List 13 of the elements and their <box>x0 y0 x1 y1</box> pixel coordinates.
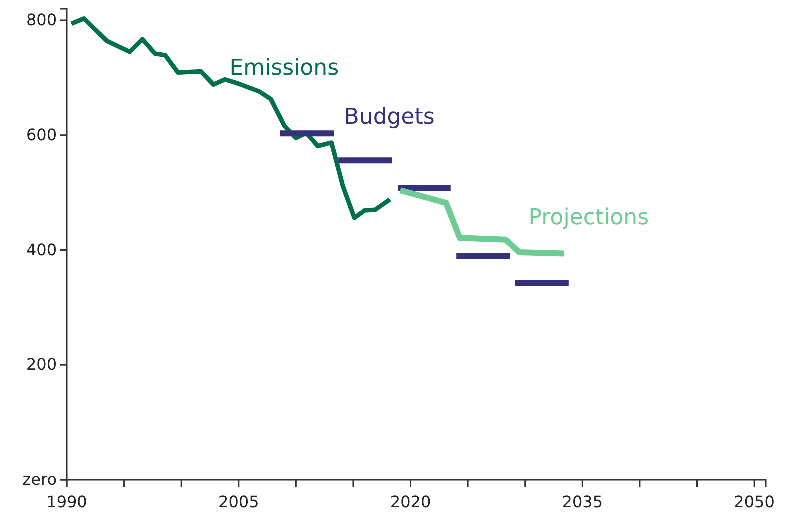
y-tick-label: 800 <box>26 10 57 30</box>
x-tick-label: 2005 <box>218 492 260 512</box>
y-tick-label: 600 <box>26 125 57 144</box>
series-label: Budgets <box>344 104 435 130</box>
x-tick-label: 2020 <box>390 492 432 512</box>
y-tick-label: zero <box>22 470 57 490</box>
x-tick-label: 2035 <box>562 492 604 512</box>
x-tick-label: 2050 <box>734 492 775 512</box>
x-tick-label: 1990 <box>46 492 88 512</box>
series-label: Projections <box>528 205 650 230</box>
y-tick-label: 400 <box>26 240 57 260</box>
series-label: Emissions <box>230 56 340 82</box>
y-tick-label: 200 <box>26 355 57 374</box>
